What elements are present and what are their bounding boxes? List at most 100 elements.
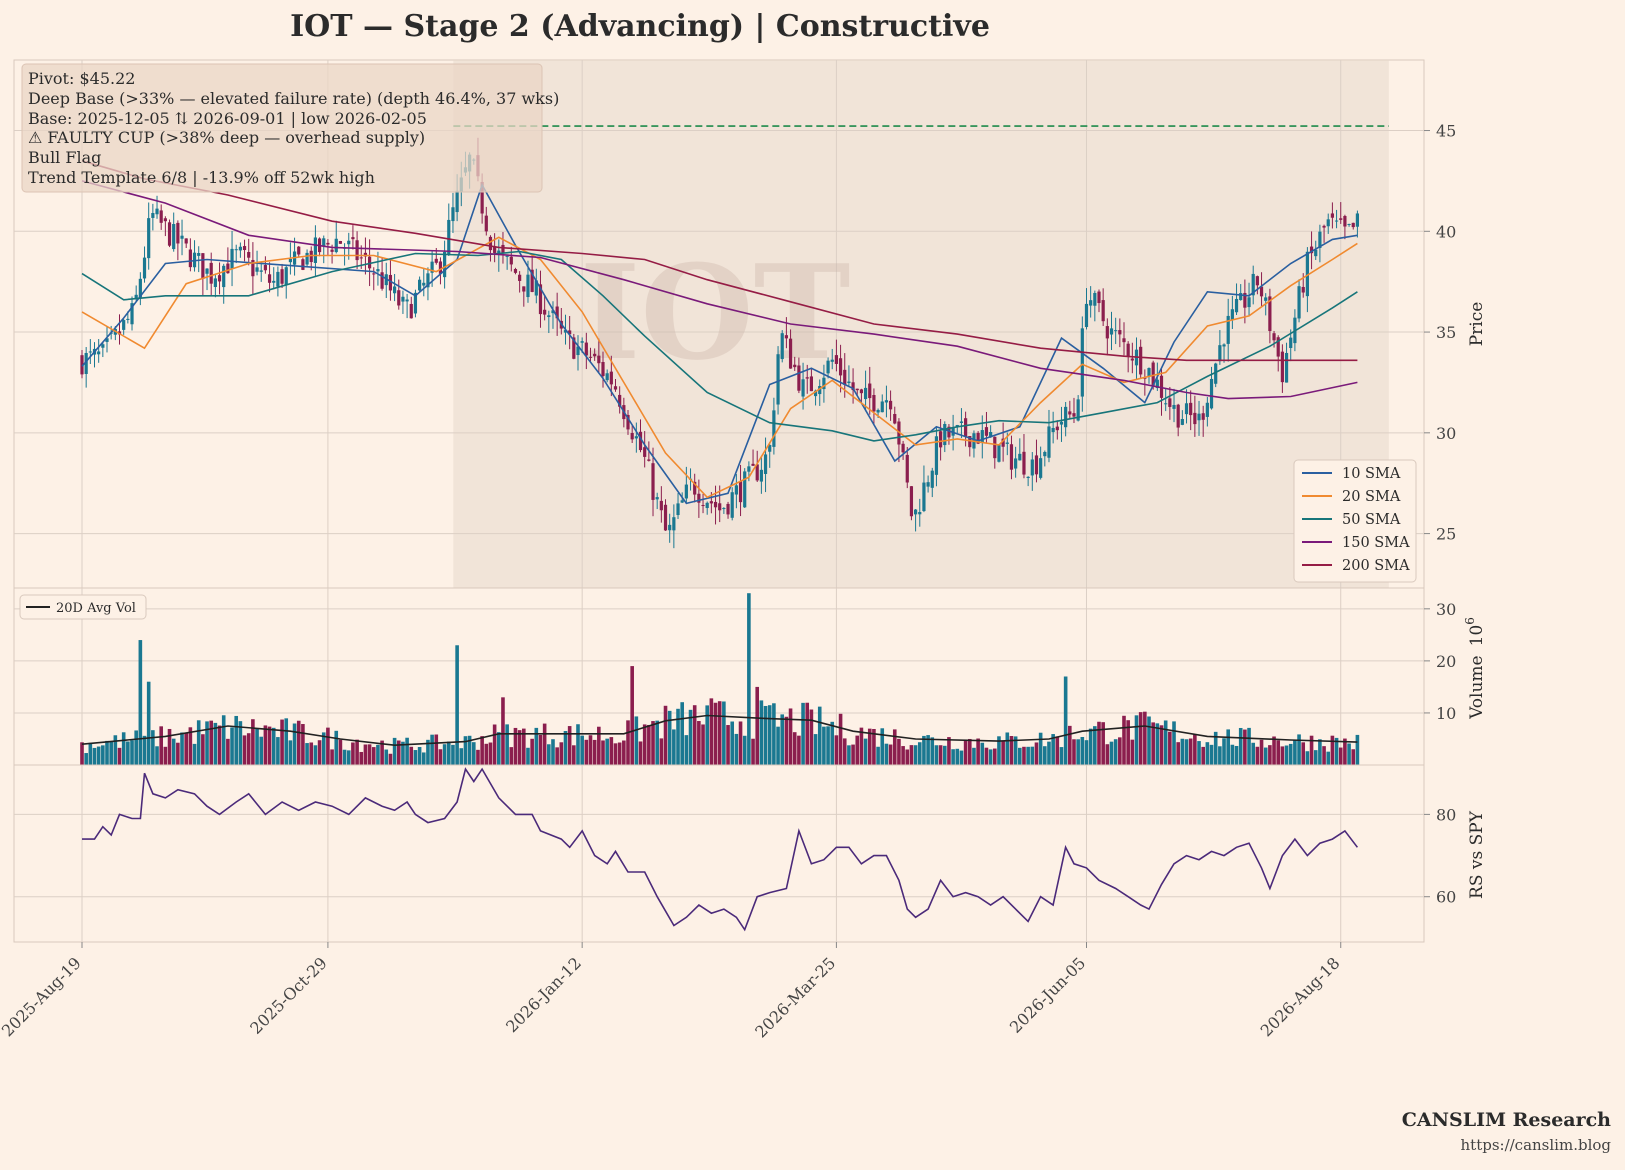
volume-bar: [742, 735, 747, 765]
volume-bar: [1209, 744, 1214, 765]
volume-bar: [326, 727, 330, 765]
volume-legend: 20D Avg Vol: [19, 594, 147, 620]
volume-bar: [955, 748, 960, 765]
volume-bar: [376, 744, 380, 765]
candle-body: [434, 258, 438, 263]
volume-bar: [276, 737, 280, 765]
candle-body: [422, 282, 426, 286]
sma-line-50sma: [81, 250, 1358, 442]
volume-bar: [438, 749, 443, 765]
candle-body: [1297, 286, 1301, 319]
candle-body: [84, 352, 88, 374]
annotation-faulty-cup: ⚠ FAULTY CUP (>38% deep — overhead suppl…: [28, 128, 425, 147]
volume-bar: [842, 738, 847, 765]
volume-bar: [159, 726, 163, 765]
volume-bar: [613, 743, 618, 765]
candle-body: [1205, 402, 1209, 417]
candle-body: [217, 275, 222, 282]
volume-bar: [1026, 746, 1030, 765]
candle-body: [659, 500, 663, 511]
candle-body: [605, 373, 609, 381]
rs-tick-label: 60: [1436, 888, 1456, 907]
candle-body: [1276, 337, 1280, 357]
volume-bar: [951, 749, 955, 765]
candle-body: [367, 256, 372, 269]
candle-body: [359, 257, 363, 259]
volume-bar: [1255, 746, 1260, 765]
candle-body: [722, 508, 726, 510]
candle-body: [1226, 315, 1230, 344]
candle-body: [238, 246, 242, 251]
avg-volume-line: [81, 714, 1358, 747]
volume-bar: [1080, 737, 1085, 765]
volume-bar: [1155, 723, 1160, 765]
candle-body: [418, 279, 422, 291]
candle-body: [105, 338, 109, 342]
volume-bar: [697, 721, 701, 765]
candle-body: [1201, 413, 1205, 420]
volume-bar: [997, 736, 1001, 765]
candle-body: [267, 274, 272, 283]
volume-bar: [246, 733, 251, 765]
candle-body: [401, 296, 405, 302]
volume-bar: [1151, 722, 1155, 765]
volume-tick-label: 10: [1436, 704, 1456, 723]
candle-body: [309, 250, 313, 263]
volume-bar: [292, 723, 297, 765]
candle-body: [138, 278, 142, 298]
volume-bar: [584, 739, 589, 765]
candle-body: [413, 292, 418, 314]
volume-bar: [117, 747, 122, 765]
candle-body: [234, 249, 238, 251]
volume-bar: [1263, 747, 1268, 765]
candle-body: [176, 222, 180, 244]
sma-line-10sma: [81, 182, 1358, 505]
volume-bar: [234, 715, 239, 765]
x-tick-label: 2026-Jun-05: [1006, 953, 1089, 1036]
volume-bar: [947, 737, 951, 765]
candle-body: [130, 303, 134, 325]
volume-bar: [984, 747, 989, 765]
candle-body: [1005, 442, 1009, 444]
volume-bar: [180, 732, 184, 765]
candle-body: [1189, 402, 1193, 416]
candle-body: [1284, 352, 1289, 383]
volume-bar: [1293, 739, 1297, 765]
candle-body: [626, 414, 630, 430]
volume-bar: [363, 744, 368, 765]
volume-bar: [638, 741, 643, 765]
volume-bar: [684, 735, 689, 765]
volume-bar: [559, 742, 564, 765]
volume-bar: [726, 725, 730, 765]
volume-bar: [401, 741, 405, 765]
volume-bar: [905, 749, 910, 765]
candle-body: [618, 394, 622, 407]
volume-bar: [992, 748, 997, 765]
candle-body: [593, 353, 597, 357]
candle-body: [551, 310, 555, 314]
volume-bar: [917, 742, 922, 765]
annotation-box: Pivot: $45.22 Deep Base (>33% — elevated…: [21, 63, 559, 193]
volume-panel: 10 20 30: [13, 587, 1456, 766]
candle-body: [209, 262, 213, 284]
volume-bar: [809, 709, 814, 765]
candle-body: [451, 207, 455, 222]
volume-bar: [113, 735, 118, 765]
volume-bar: [1047, 741, 1051, 765]
volume-bar: [221, 715, 226, 765]
candle-body: [1118, 330, 1122, 335]
candle-body: [1101, 300, 1105, 322]
volume-bar: [838, 713, 843, 765]
volume-bar: [138, 640, 143, 765]
volume-bar: [309, 742, 314, 765]
candle-body: [155, 208, 159, 215]
candle-body: [984, 427, 989, 436]
candle-body: [572, 337, 576, 359]
candle-body: [1314, 249, 1318, 257]
volume-bar: [409, 746, 414, 765]
candle-body: [484, 215, 488, 232]
candle-body: [1214, 363, 1218, 384]
volume-bar: [1097, 721, 1101, 765]
volume-bar: [588, 735, 593, 765]
candle-body: [993, 436, 997, 459]
